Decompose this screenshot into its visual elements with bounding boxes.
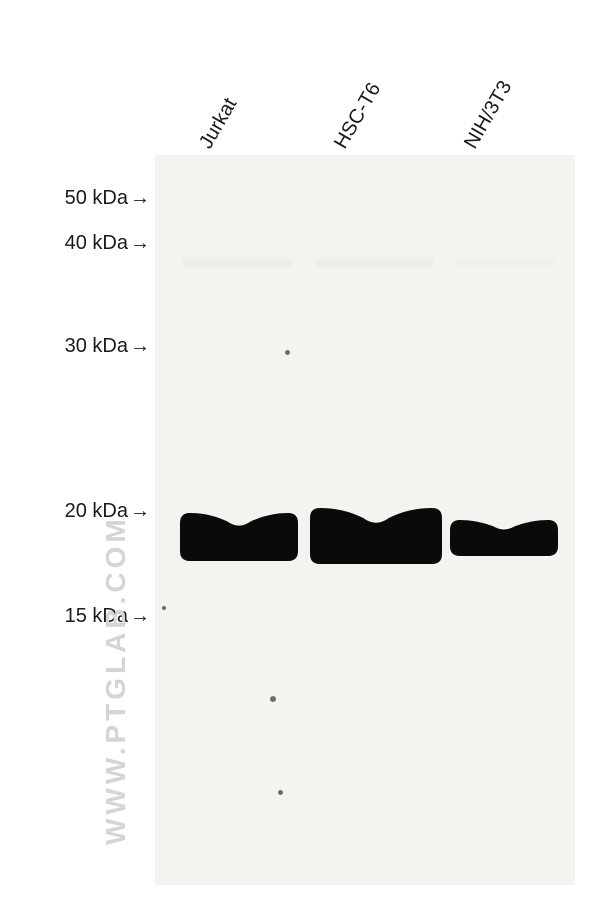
- protein-band: [450, 520, 558, 556]
- noise-spot: [285, 350, 290, 355]
- noise-spot: [278, 790, 283, 795]
- western-blot-figure: { "figure": { "width_px": 600, "height_p…: [0, 0, 600, 920]
- protein-band: [180, 513, 298, 561]
- noise-spot: [162, 606, 166, 610]
- noise-spot: [270, 696, 276, 702]
- protein-band: [310, 508, 442, 564]
- main-bands: [0, 0, 600, 920]
